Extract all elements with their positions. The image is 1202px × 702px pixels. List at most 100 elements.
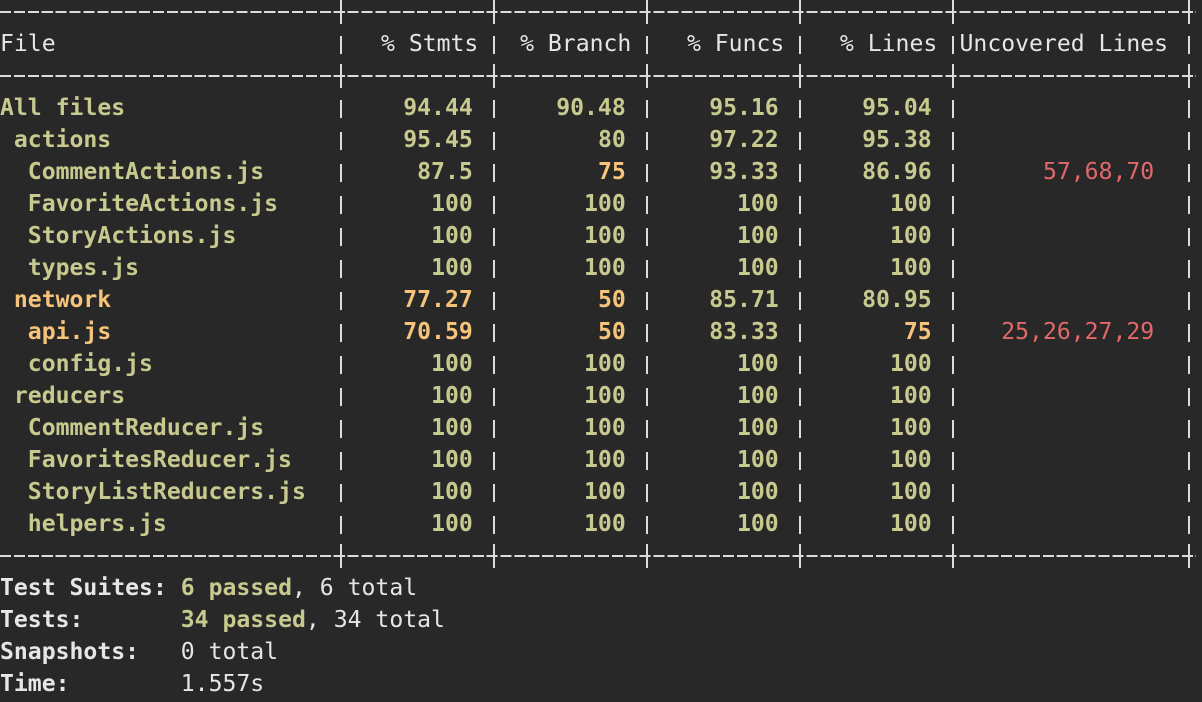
column-pipe [645, 228, 648, 246]
column-pipe [798, 356, 801, 374]
column-pipe [1187, 260, 1190, 278]
coverage-value: 90.48 [556, 95, 626, 121]
column-pipe [798, 164, 801, 182]
column-pipe [339, 420, 342, 438]
column-pipe [339, 516, 342, 534]
coverage-value: 100 [431, 447, 473, 473]
file-name: reducers [13, 383, 126, 409]
column-pipe [1187, 164, 1190, 182]
summary-total: , 6 total [292, 575, 418, 601]
coverage-value: 100 [889, 255, 932, 281]
column-pipe [492, 516, 495, 534]
coverage-value: 83.33 [709, 319, 779, 345]
summary-line: Time: 1.557s [0, 668, 264, 700]
column-pipe [645, 292, 648, 310]
column-pipe [339, 484, 342, 502]
column-pipe [951, 132, 954, 150]
file-name: StoryListReducers.js [27, 479, 306, 505]
column-pipe [339, 36, 342, 54]
summary-total: 0 total [180, 639, 279, 665]
separator-pipe [951, 0, 954, 24]
column-pipe [951, 420, 954, 438]
column-pipe [951, 356, 954, 374]
column-pipe [951, 36, 954, 54]
coverage-value: 95.16 [709, 95, 779, 121]
coverage-value: 93.33 [709, 159, 779, 185]
column-pipe [645, 196, 648, 214]
coverage-value: 100 [584, 223, 626, 249]
column-pipe [492, 388, 495, 406]
header-cell: File [0, 31, 56, 57]
coverage-value: 100 [431, 383, 473, 409]
column-pipe [645, 260, 648, 278]
column-pipe [798, 324, 801, 342]
column-pipe [645, 324, 648, 342]
coverage-value: 100 [889, 191, 932, 217]
column-pipe [645, 484, 648, 502]
coverage-value: 100 [737, 191, 779, 217]
coverage-value: 80 [597, 127, 626, 153]
column-pipe [798, 196, 801, 214]
column-pipe [1187, 484, 1190, 502]
column-pipe [645, 388, 648, 406]
coverage-value: 86.96 [862, 159, 932, 185]
file-name: api.js [27, 319, 112, 345]
separator-pipe [798, 0, 801, 24]
separator-pipe [645, 0, 648, 24]
file-name: CommentReducer.js [27, 415, 265, 441]
column-pipe [645, 356, 648, 374]
summary-total: , 34 total [305, 607, 445, 633]
column-pipe [492, 260, 495, 278]
summary-line: Test Suites: 6 passed, 6 total [0, 572, 417, 604]
separator-pipe [798, 544, 801, 568]
coverage-value: 75 [903, 319, 932, 345]
column-pipe [798, 516, 801, 534]
column-pipe [798, 420, 801, 438]
column-pipe [645, 36, 648, 54]
column-pipe [492, 292, 495, 310]
summary-passed: 34 passed [180, 607, 306, 633]
file-name: network [13, 287, 112, 313]
coverage-value: 100 [889, 479, 932, 505]
column-pipe [798, 36, 801, 54]
coverage-value: 100 [431, 479, 473, 505]
summary-values: 1.557s [181, 668, 264, 700]
column-pipe [492, 100, 495, 118]
coverage-value: 100 [584, 511, 626, 537]
column-pipe [492, 132, 495, 150]
column-pipe [1187, 132, 1190, 150]
separator-pipe [1187, 64, 1190, 88]
coverage-value: 100 [889, 351, 932, 377]
summary-values: 6 passed, 6 total [181, 572, 417, 604]
coverage-value: 100 [584, 415, 626, 441]
header-cell: % Funcs [686, 31, 785, 57]
uncovered-lines: 57,68,70 [1042, 159, 1155, 185]
coverage-value: 100 [584, 191, 626, 217]
column-pipe [951, 292, 954, 310]
column-pipe [951, 516, 954, 534]
column-pipe [339, 292, 342, 310]
separator-line [0, 555, 1196, 557]
summary-label: Tests: [0, 607, 84, 633]
separator-pipe [339, 544, 342, 568]
coverage-value: 75 [597, 159, 626, 185]
column-pipe [492, 356, 495, 374]
column-pipe [798, 260, 801, 278]
summary-label: Snapshots: [0, 639, 140, 665]
column-pipe [339, 324, 342, 342]
column-pipe [492, 196, 495, 214]
separator-pipe [798, 64, 801, 88]
coverage-value: 100 [737, 255, 779, 281]
coverage-value: 100 [889, 223, 932, 249]
separator-pipe [339, 0, 342, 24]
summary-line: Tests: 34 passed, 34 total [0, 604, 445, 636]
column-pipe [951, 100, 954, 118]
column-pipe [339, 164, 342, 182]
coverage-value: 100 [737, 351, 779, 377]
column-pipe [798, 484, 801, 502]
file-name: config.js [27, 351, 153, 377]
separator-pipe [492, 544, 495, 568]
coverage-value: 85.71 [709, 287, 779, 313]
coverage-value: 50 [597, 319, 626, 345]
summary-values: 34 passed, 34 total [181, 604, 445, 636]
